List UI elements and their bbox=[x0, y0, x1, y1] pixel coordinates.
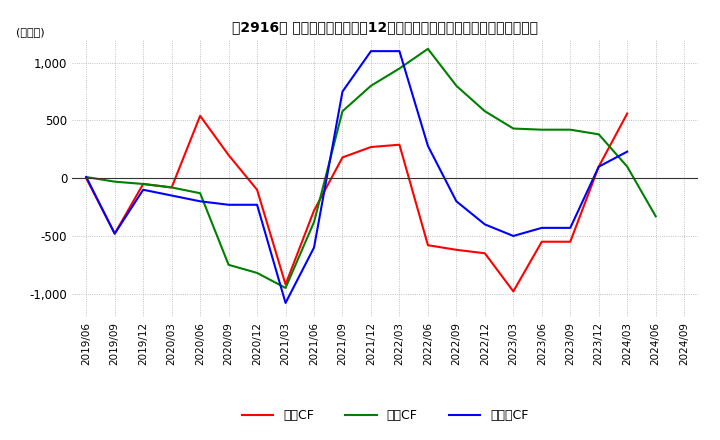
投資CF bbox=[110, 179, 119, 184]
フリーCF bbox=[253, 202, 261, 207]
フリーCF bbox=[566, 225, 575, 231]
フリーCF bbox=[225, 202, 233, 207]
営業CF bbox=[253, 187, 261, 192]
Legend: 営業CF, 投資CF, フリーCF: 営業CF, 投資CF, フリーCF bbox=[237, 404, 534, 427]
投資CF bbox=[395, 66, 404, 71]
営業CF bbox=[310, 208, 318, 213]
営業CF bbox=[225, 152, 233, 158]
投資CF bbox=[253, 270, 261, 275]
営業CF bbox=[82, 176, 91, 181]
営業CF bbox=[338, 155, 347, 160]
投資CF bbox=[595, 132, 603, 137]
Title: 【2916】 キャッシュフローの12か月移動合計の対前年同期増減額の推移: 【2916】 キャッシュフローの12か月移動合計の対前年同期増減額の推移 bbox=[232, 20, 539, 34]
投資CF bbox=[139, 181, 148, 187]
フリーCF bbox=[509, 233, 518, 238]
営業CF bbox=[395, 142, 404, 147]
投資CF bbox=[167, 185, 176, 190]
営業CF bbox=[480, 251, 489, 256]
投資CF bbox=[480, 109, 489, 114]
営業CF bbox=[509, 289, 518, 294]
フリーCF bbox=[310, 245, 318, 250]
フリーCF bbox=[537, 225, 546, 231]
投資CF bbox=[423, 46, 432, 51]
フリーCF bbox=[82, 174, 91, 180]
フリーCF bbox=[167, 193, 176, 198]
フリーCF bbox=[452, 198, 461, 204]
投資CF bbox=[509, 126, 518, 131]
営業CF bbox=[566, 239, 575, 244]
投資CF bbox=[366, 83, 375, 88]
フリーCF bbox=[423, 143, 432, 148]
営業CF bbox=[282, 282, 290, 287]
フリーCF bbox=[480, 222, 489, 227]
フリーCF bbox=[338, 89, 347, 94]
Text: (百万円): (百万円) bbox=[16, 27, 44, 37]
営業CF bbox=[366, 144, 375, 150]
フリーCF bbox=[282, 300, 290, 305]
フリーCF bbox=[623, 149, 631, 154]
営業CF bbox=[423, 242, 432, 248]
投資CF bbox=[225, 262, 233, 268]
フリーCF bbox=[366, 48, 375, 54]
営業CF bbox=[167, 185, 176, 190]
投資CF bbox=[537, 127, 546, 132]
投資CF bbox=[566, 127, 575, 132]
フリーCF bbox=[110, 231, 119, 236]
営業CF bbox=[110, 231, 119, 236]
Line: 投資CF: 投資CF bbox=[86, 49, 656, 288]
投資CF bbox=[82, 174, 91, 180]
営業CF bbox=[196, 113, 204, 118]
投資CF bbox=[338, 109, 347, 114]
フリーCF bbox=[196, 198, 204, 204]
営業CF bbox=[595, 164, 603, 169]
フリーCF bbox=[395, 48, 404, 54]
Line: フリーCF: フリーCF bbox=[86, 51, 627, 303]
営業CF bbox=[139, 181, 148, 187]
営業CF bbox=[452, 247, 461, 253]
営業CF bbox=[623, 111, 631, 116]
フリーCF bbox=[595, 164, 603, 169]
Line: 営業CF: 営業CF bbox=[86, 114, 627, 291]
投資CF bbox=[452, 83, 461, 88]
投資CF bbox=[310, 220, 318, 225]
投資CF bbox=[282, 285, 290, 290]
投資CF bbox=[196, 191, 204, 196]
投資CF bbox=[652, 214, 660, 219]
投資CF bbox=[623, 164, 631, 169]
営業CF bbox=[537, 239, 546, 244]
フリーCF bbox=[139, 187, 148, 192]
